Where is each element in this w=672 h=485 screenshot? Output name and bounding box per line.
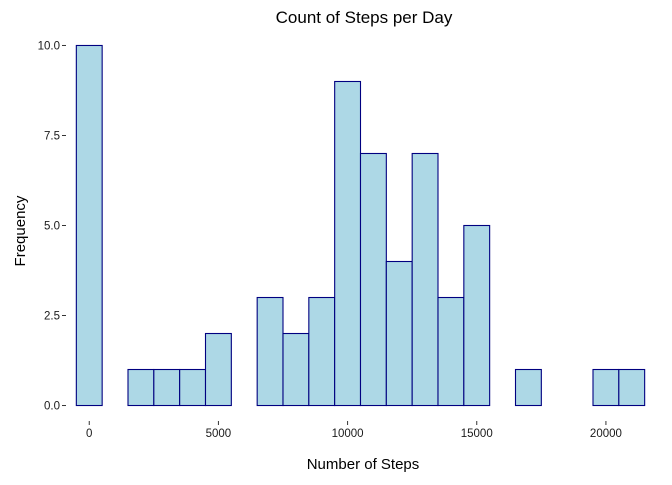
x-tick-label: 0 — [86, 428, 92, 440]
histogram-bar-9 — [359, 152, 387, 407]
histogram-bar-5 — [256, 296, 284, 407]
histogram-bar-0 — [75, 44, 103, 407]
y-tick-label: 0.0 — [44, 401, 60, 413]
histogram-bar-13 — [463, 224, 491, 407]
y-tick-label: 7.5 — [44, 130, 60, 142]
histogram-bar-15 — [592, 368, 620, 407]
chart-title: Count of Steps per Day — [276, 8, 453, 27]
histogram-bar-3 — [179, 368, 207, 407]
x-axis-label: Number of Steps — [307, 456, 420, 473]
histogram-bar-6 — [282, 332, 310, 407]
x-tick-label: 5000 — [206, 428, 232, 440]
x-tick-label: 20000 — [590, 428, 622, 440]
y-tick-label: 5.0 — [44, 221, 60, 233]
histogram-bar-11 — [411, 152, 439, 407]
histogram-bar-8 — [334, 80, 362, 407]
y-axis-label: Frequency — [12, 195, 29, 266]
histogram-bar-1 — [127, 368, 155, 407]
x-tick-label: 15000 — [461, 428, 493, 440]
histogram-bar-4 — [204, 332, 232, 407]
histogram-bar-2 — [153, 368, 181, 407]
bars-layer — [75, 44, 646, 407]
histogram-bar-7 — [308, 296, 336, 407]
y-axis: 0.0 2.5 5.0 7.5 10.0 — [38, 40, 66, 413]
histogram-bar-10 — [385, 260, 413, 407]
histogram-bar-16 — [618, 368, 646, 407]
histogram-bar-14 — [514, 368, 542, 407]
histogram-bar-12 — [437, 296, 465, 407]
x-axis: 0 5000 10000 15000 20000 — [86, 421, 622, 440]
x-tick-label: 10000 — [332, 428, 364, 440]
y-tick-label: 10.0 — [38, 40, 60, 52]
y-tick-label: 2.5 — [44, 311, 60, 323]
